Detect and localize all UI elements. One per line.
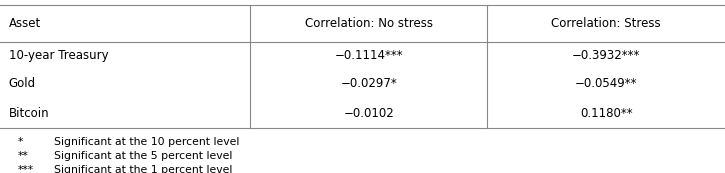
Text: ***: *** <box>18 165 34 173</box>
Text: Significant at the 10 percent level: Significant at the 10 percent level <box>54 137 240 147</box>
Text: *: * <box>18 137 23 147</box>
Text: Significant at the 1 percent level: Significant at the 1 percent level <box>54 165 233 173</box>
Text: −0.0549**: −0.0549** <box>575 77 637 90</box>
Text: Gold: Gold <box>9 77 36 90</box>
Text: −0.3932***: −0.3932*** <box>572 49 640 62</box>
Text: −0.1114***: −0.1114*** <box>334 49 403 62</box>
Text: Asset: Asset <box>9 17 41 30</box>
Text: **: ** <box>18 151 29 161</box>
Text: 10-year Treasury: 10-year Treasury <box>9 49 108 62</box>
Text: Correlation: No stress: Correlation: No stress <box>304 17 433 30</box>
Text: Bitcoin: Bitcoin <box>9 107 49 120</box>
Text: Significant at the 5 percent level: Significant at the 5 percent level <box>54 151 233 161</box>
Text: Correlation: Stress: Correlation: Stress <box>551 17 661 30</box>
Text: −0.0297*: −0.0297* <box>340 77 397 90</box>
Text: 0.1180**: 0.1180** <box>580 107 632 120</box>
Text: −0.0102: −0.0102 <box>343 107 394 120</box>
